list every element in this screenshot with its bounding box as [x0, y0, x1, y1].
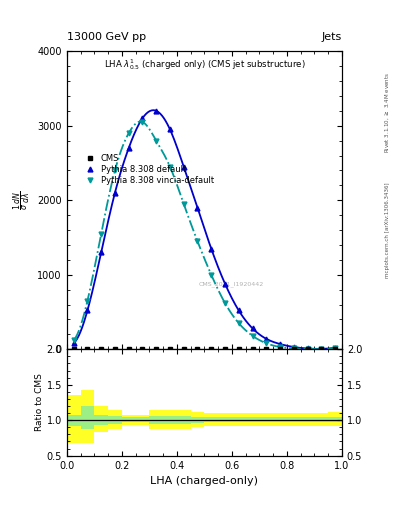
Pythia 8.308 default [319, 346, 324, 352]
Text: mcplots.cern.ch [arXiv:1306.3436]: mcplots.cern.ch [arXiv:1306.3436] [385, 183, 389, 278]
CMS [140, 346, 145, 352]
Pythia 8.308 vincia-default [209, 272, 214, 278]
Pythia 8.308 vincia-default [85, 298, 90, 304]
Pythia 8.308 vincia-default [278, 344, 283, 350]
CMS [222, 346, 227, 352]
Pythia 8.308 vincia-default [319, 346, 324, 352]
Legend: CMS, Pythia 8.308 default, Pythia 8.308 vincia-default: CMS, Pythia 8.308 default, Pythia 8.308 … [79, 151, 217, 188]
CMS [182, 346, 186, 352]
CMS [319, 346, 324, 352]
Text: LHA $\lambda^{1}_{0.5}$ (charged only) (CMS jet substructure): LHA $\lambda^{1}_{0.5}$ (charged only) (… [104, 57, 305, 72]
Pythia 8.308 vincia-default [222, 300, 227, 306]
CMS [72, 346, 76, 352]
Y-axis label: $\frac{1}{\sigma}\frac{dN}{d\lambda}$: $\frac{1}{\sigma}\frac{dN}{d\lambda}$ [12, 190, 33, 210]
Pythia 8.308 default [305, 346, 310, 352]
Text: 13000 GeV pp: 13000 GeV pp [67, 32, 146, 42]
CMS [127, 346, 131, 352]
CMS [305, 346, 310, 352]
Line: CMS: CMS [71, 347, 338, 352]
Pythia 8.308 default [99, 249, 104, 255]
Line: Pythia 8.308 default: Pythia 8.308 default [71, 109, 338, 351]
CMS [292, 346, 296, 352]
Pythia 8.308 default [237, 307, 241, 313]
Pythia 8.308 default [168, 126, 173, 133]
Pythia 8.308 vincia-default [168, 164, 173, 170]
Pythia 8.308 vincia-default [292, 346, 296, 352]
Pythia 8.308 vincia-default [127, 130, 131, 136]
CMS [278, 346, 283, 352]
Pythia 8.308 default [278, 341, 283, 347]
Pythia 8.308 vincia-default [264, 340, 269, 346]
Pythia 8.308 default [72, 340, 76, 346]
Pythia 8.308 default [140, 115, 145, 121]
Pythia 8.308 default [113, 189, 118, 196]
Pythia 8.308 default [154, 108, 159, 114]
Pythia 8.308 default [209, 246, 214, 252]
Pythia 8.308 vincia-default [250, 333, 255, 339]
Pythia 8.308 vincia-default [72, 337, 76, 344]
CMS [250, 346, 255, 352]
X-axis label: LHA (charged-only): LHA (charged-only) [151, 476, 258, 486]
Pythia 8.308 vincia-default [237, 320, 241, 326]
CMS [168, 346, 173, 352]
CMS [237, 346, 241, 352]
Pythia 8.308 vincia-default [154, 138, 159, 144]
Pythia 8.308 default [127, 145, 131, 151]
CMS [264, 346, 269, 352]
Pythia 8.308 vincia-default [99, 231, 104, 237]
Text: Rivet 3.1.10, $\geq$ 3.4M events: Rivet 3.1.10, $\geq$ 3.4M events [383, 72, 391, 153]
Pythia 8.308 default [182, 164, 186, 170]
CMS [99, 346, 104, 352]
Text: CMS_2021_I1920442: CMS_2021_I1920442 [199, 281, 264, 287]
Pythia 8.308 vincia-default [333, 345, 338, 351]
Y-axis label: Ratio to CMS: Ratio to CMS [35, 374, 44, 432]
CMS [154, 346, 159, 352]
Pythia 8.308 default [195, 205, 200, 211]
Pythia 8.308 vincia-default [140, 119, 145, 125]
Pythia 8.308 default [333, 345, 338, 351]
Pythia 8.308 vincia-default [113, 167, 118, 174]
CMS [195, 346, 200, 352]
Pythia 8.308 vincia-default [195, 238, 200, 244]
Line: Pythia 8.308 vincia-default: Pythia 8.308 vincia-default [71, 120, 338, 352]
Pythia 8.308 vincia-default [182, 201, 186, 207]
Pythia 8.308 default [292, 344, 296, 350]
Pythia 8.308 vincia-default [305, 346, 310, 352]
Pythia 8.308 default [222, 281, 227, 287]
Pythia 8.308 default [85, 307, 90, 313]
Pythia 8.308 default [264, 336, 269, 342]
CMS [209, 346, 214, 352]
Pythia 8.308 default [250, 325, 255, 331]
Text: Jets: Jets [321, 32, 342, 42]
CMS [113, 346, 118, 352]
CMS [85, 346, 90, 352]
CMS [333, 346, 338, 352]
